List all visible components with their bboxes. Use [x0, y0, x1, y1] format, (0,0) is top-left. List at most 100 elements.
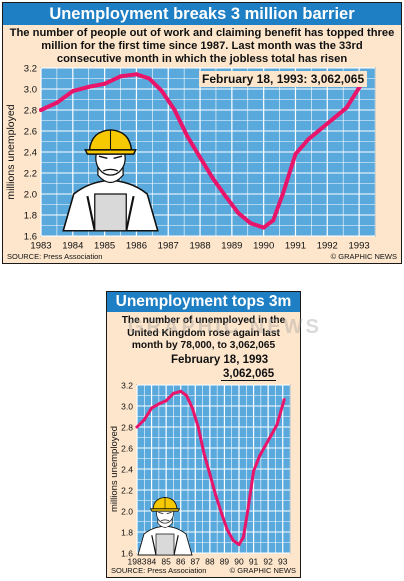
- top-x-tick-label: 1986: [126, 241, 147, 252]
- top-data-point: [134, 72, 139, 77]
- bottom-data-point: [179, 389, 183, 393]
- bottom-line-chart: 1.6 1.8 2.0 2.2 2.4 2.6 2.8 3.0 3.2 1983 84 85 86 87 8…: [109, 381, 291, 567]
- top-y-tick-label: 1.6: [24, 232, 37, 243]
- bottom-annotation-date: February 18, 1993: [171, 354, 269, 366]
- bottom-data-point: [190, 406, 194, 410]
- bottom-y-tick-label: 2.4: [121, 465, 133, 475]
- bottom-data-point: [157, 402, 161, 406]
- top-data-point: [147, 76, 152, 81]
- bottom-x-tick-label: 88: [205, 557, 215, 567]
- top-y-tick-label: 2.6: [24, 127, 37, 138]
- top-data-point: [70, 89, 75, 94]
- top-data-point: [185, 134, 190, 139]
- top-data-point: [210, 176, 215, 181]
- bottom-data-point: [252, 469, 256, 473]
- top-data-point: [280, 192, 285, 196]
- top-worker-illustration: [62, 129, 159, 232]
- top-data-point: [223, 194, 228, 199]
- watermark-text: GRAPHIC NEWS: [128, 316, 322, 338]
- bottom-y-tick-label: 3.2: [121, 381, 133, 391]
- bottom-chart-subtitle: The number of unemployed in the United K…: [121, 315, 286, 351]
- top-data-point: [271, 218, 276, 223]
- bottom-data-point: [269, 433, 273, 437]
- bottom-data-point: [208, 472, 212, 476]
- bottom-x-tick-label: 85: [161, 557, 171, 567]
- top-source: SOURCE: Press Association: [7, 252, 103, 261]
- top-data-point: [293, 152, 298, 157]
- bottom-x-tick-label: 86: [176, 557, 186, 567]
- top-x-tick-label: 1985: [94, 241, 115, 252]
- bottom-y-tick-label: 2.6: [121, 444, 133, 454]
- bottom-y-tick-label: 1.6: [121, 549, 133, 559]
- bottom-x-tick-label: 92: [263, 557, 273, 567]
- bottom-data-point: [214, 493, 218, 497]
- top-x-tick-label: 1989: [221, 241, 242, 252]
- top-chart-title: Unemployment breaks 3 million barrier: [3, 3, 401, 25]
- top-chart-subtitle: The number of people out of work and cla…: [9, 27, 395, 65]
- bottom-data-point: [231, 538, 235, 542]
- bottom-y-tick-label: 2.0: [121, 507, 133, 517]
- bottom-x-tick-label: 91: [249, 557, 259, 567]
- bottom-data-point: [241, 535, 245, 539]
- top-data-point: [261, 225, 266, 230]
- bottom-source: SOURCE: Press Association: [111, 566, 207, 575]
- bottom-data-point: [150, 406, 154, 410]
- bottom-x-tick-label: 93: [278, 557, 288, 567]
- bottom-x-tick-label: 90: [234, 557, 244, 567]
- top-data-point: [118, 74, 123, 79]
- top-x-tick-label: 1983: [30, 241, 51, 252]
- bottom-data-point: [185, 394, 189, 397]
- bottom-chart-title: Unemployment tops 3m: [107, 292, 300, 312]
- bottom-data-point: [164, 399, 168, 403]
- top-data-point: [54, 100, 59, 105]
- bottom-data-point: [196, 425, 200, 429]
- bottom-data-point: [220, 511, 224, 515]
- top-data-point: [344, 105, 349, 110]
- top-x-tick-label: 1988: [189, 241, 210, 252]
- top-data-point: [318, 126, 323, 131]
- top-y-tick-label: 3.0: [24, 85, 37, 96]
- bottom-worker-illustration: [137, 496, 193, 556]
- top-data-point: [306, 137, 311, 142]
- top-annotation: February 18, 1993: 3,062,065: [199, 71, 368, 87]
- top-line-chart: 1.6 1.8 2.0 2.2 2.4 2.6 2.8 3.0 3.2 1983 1984 1985 1…: [5, 64, 376, 252]
- top-data-point: [172, 108, 177, 112]
- top-data-point: [198, 155, 203, 160]
- top-x-tick-label: 1993: [349, 241, 370, 252]
- top-data-point: [236, 210, 241, 215]
- top-x-tick-label: 1991: [285, 241, 306, 252]
- bottom-y-axis-label: millions unemployed: [109, 426, 120, 512]
- bottom-x-tick-label: 84: [147, 557, 157, 567]
- bottom-credit: © GRAPHIC NEWS: [229, 566, 296, 575]
- bottom-data-point: [246, 509, 250, 513]
- bottom-data-point: [282, 398, 286, 402]
- bottom-y-tick-label: 2.2: [121, 486, 133, 496]
- top-y-tick-label: 2.2: [24, 169, 37, 180]
- top-data-point: [86, 84, 91, 89]
- bottom-data-point: [263, 444, 267, 448]
- top-data-point: [331, 116, 336, 121]
- bottom-data-point: [225, 528, 229, 532]
- bottom-data-point: [142, 418, 146, 422]
- top-x-tick-label: 1992: [317, 241, 338, 252]
- bottom-chart-panel: Unemployment tops 3m The number of unemp…: [106, 291, 301, 578]
- top-credit: © GRAPHIC NEWS: [330, 252, 397, 261]
- bottom-data-point: [275, 423, 279, 427]
- top-y-tick-label: 2.0: [24, 190, 37, 201]
- top-y-tick-label: 1.8: [24, 211, 37, 222]
- top-x-tick-label: 1984: [62, 241, 83, 252]
- bottom-y-tick-label: 3.0: [121, 402, 133, 412]
- top-data-point: [102, 81, 107, 86]
- bottom-x-tick-label: 89: [220, 557, 230, 567]
- bottom-y-tick-label: 2.8: [121, 423, 133, 433]
- bottom-data-point: [171, 391, 175, 395]
- bottom-data-point: [257, 454, 261, 458]
- bottom-annotation-value: 3,062,065: [221, 368, 277, 381]
- top-chart-panel: Unemployment breaks 3 million barrier Th…: [2, 2, 402, 264]
- top-y-tick-label: 2.8: [24, 106, 37, 117]
- bottom-data-point: [135, 425, 139, 429]
- bottom-data-point: [237, 543, 241, 547]
- top-y-tick-label: 3.2: [24, 64, 37, 75]
- top-x-tick-label: 1987: [158, 241, 179, 252]
- bottom-x-tick-label: 87: [191, 557, 201, 567]
